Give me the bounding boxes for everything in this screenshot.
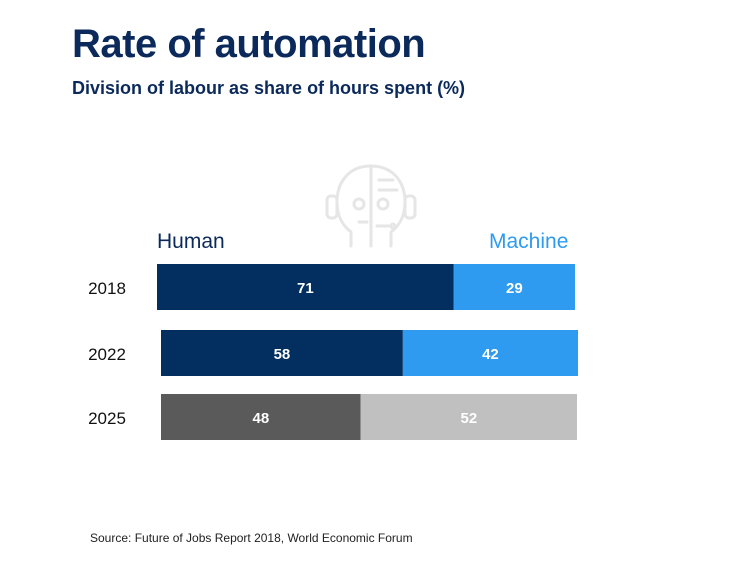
category-label-2022: 2022 bbox=[88, 345, 126, 364]
robot-face-icon bbox=[325, 164, 417, 248]
bar-machine-2025 bbox=[360, 394, 577, 440]
chart-title: Rate of automation bbox=[72, 22, 426, 66]
category-label-2018: 2018 bbox=[88, 279, 126, 298]
legend-machine: Machine bbox=[489, 230, 569, 253]
data-label-human-2018: 71 bbox=[297, 280, 314, 297]
chart-subtitle: Division of labour as share of hours spe… bbox=[72, 78, 466, 98]
data-label-human-2022: 58 bbox=[274, 346, 291, 363]
bar-human-2018 bbox=[157, 264, 454, 310]
legend-human: Human bbox=[157, 230, 225, 253]
source-note: Source: Future of Jobs Report 2018, Worl… bbox=[90, 531, 413, 545]
data-label-machine-2022: 42 bbox=[482, 346, 499, 363]
bar-human-2025 bbox=[161, 394, 361, 440]
bar-human-2022 bbox=[161, 330, 403, 376]
bar-machine-2018 bbox=[453, 264, 575, 310]
category-label-2025: 2025 bbox=[88, 409, 126, 428]
bar-machine-2022 bbox=[402, 330, 578, 376]
data-label-human-2025: 48 bbox=[252, 410, 269, 427]
data-label-machine-2018: 29 bbox=[506, 280, 523, 297]
data-label-machine-2025: 52 bbox=[460, 410, 477, 427]
